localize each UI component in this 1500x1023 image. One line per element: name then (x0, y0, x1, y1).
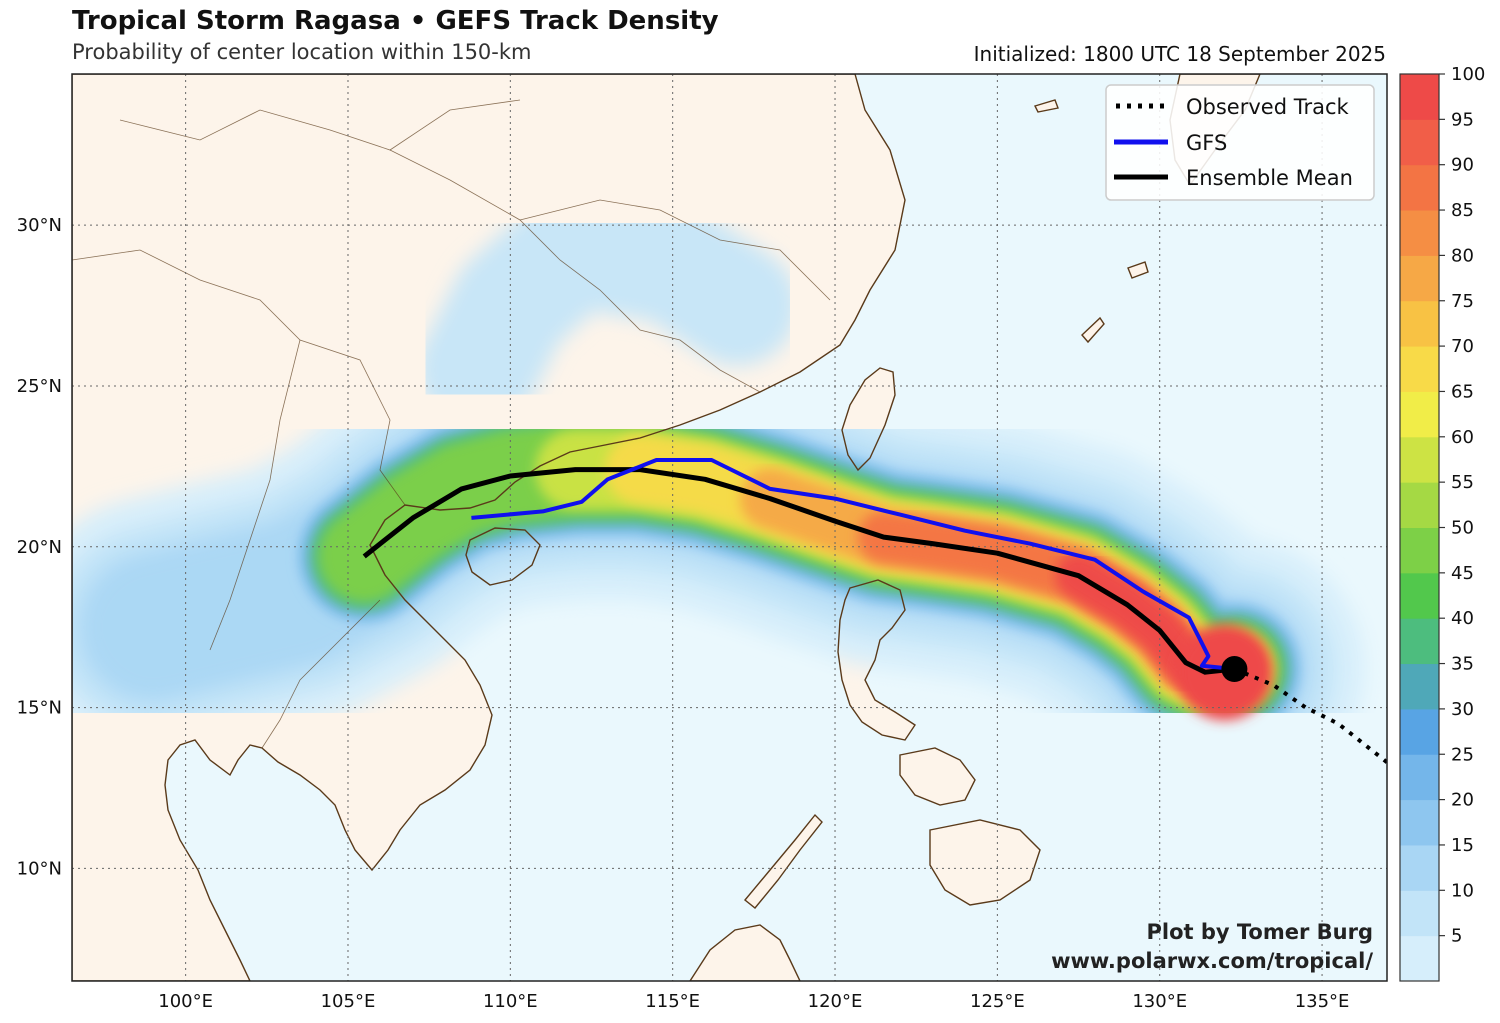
colorbar-tick-label: 20 (1451, 790, 1474, 811)
colorbar-tick-label: 95 (1451, 109, 1474, 130)
colorbar-segment (1400, 799, 1439, 846)
colorbar-tick-label: 50 (1451, 518, 1474, 539)
coastline-outline (689, 924, 801, 981)
initialized-time: Initialized: 1800 UTC 18 September 2025 (973, 42, 1386, 66)
colorbar-tick-label: 65 (1451, 381, 1474, 402)
lon-tick-label: 120°E (808, 991, 863, 1012)
colorbar-segment (1400, 255, 1439, 302)
colorbar-tick-label: 75 (1451, 291, 1474, 312)
colorbar-tick-label: 10 (1451, 880, 1474, 901)
colorbar-segment (1400, 210, 1439, 256)
colorbar-tick-label: 100 (1451, 64, 1485, 85)
colorbar: 5 10 15 20 25 30 35 40 45 50 55 60 65 70 75 80 85 90 95 100 (1399, 64, 1485, 982)
land-visayas (900, 748, 975, 805)
colorbar-segment (1400, 754, 1439, 801)
chart-title: Tropical Storm Ragasa • GEFS Track Densi… (72, 6, 719, 36)
colorbar-tick-label: 30 (1451, 699, 1474, 720)
colorbar-tick-label: 25 (1451, 744, 1474, 765)
colorbar-tick-label: 60 (1451, 427, 1474, 448)
colorbar-segment (1400, 346, 1439, 392)
legend-label-gfs: GFS (1186, 131, 1227, 155)
land-borneo (690, 925, 800, 981)
colorbar-tick-label: 45 (1451, 563, 1474, 584)
lon-tick-label: 125°E (970, 991, 1025, 1012)
land-ryukyu (1082, 318, 1104, 342)
land-okinawa (1128, 262, 1148, 278)
colorbar-segment (1400, 572, 1439, 619)
gridlines (72, 74, 1387, 981)
colorbar-segment (1400, 890, 1439, 937)
land-palawan (745, 815, 822, 908)
lon-tick-label: 105°E (321, 991, 376, 1012)
colorbar-segment (1400, 119, 1439, 166)
legend-label-ensemble-mean: Ensemble Mean (1186, 166, 1353, 190)
border-line (119, 99, 521, 151)
coastline-outline (1034, 99, 1059, 113)
credit-line-2: www.polarwx.com/tropical/ (1051, 949, 1373, 973)
colorbar-segment (1400, 844, 1439, 891)
lon-tick-label: 115°E (645, 991, 700, 1012)
colorbar-segment (1400, 164, 1439, 211)
coastline-outline (744, 813, 823, 909)
colorbar-segment (1400, 663, 1439, 710)
gfs-track (471, 458, 1235, 671)
lat-tick-label: 25°N (17, 376, 62, 397)
border-line (389, 149, 761, 393)
colorbar-tick-label: 5 (1451, 926, 1462, 947)
ensemble-mean-track (362, 467, 1235, 675)
lat-tick-label: 20°N (17, 537, 62, 558)
colorbar-tick-label: 70 (1451, 336, 1474, 357)
coastline-outline (1081, 316, 1105, 344)
colorbar-segment (1400, 300, 1439, 347)
lon-tick-label: 100°E (158, 991, 213, 1012)
coastline-outline (1127, 261, 1149, 279)
legend-label-observed: Observed Track (1186, 95, 1349, 119)
colorbar-tick-label: 85 (1451, 200, 1474, 221)
map-frame (71, 73, 1388, 982)
coastline-outline (837, 579, 916, 741)
coastline-outline (465, 527, 541, 586)
coastline-outline (929, 819, 1041, 906)
colorbar-tick-label: 35 (1451, 654, 1474, 675)
colorbar-tick-label: 55 (1451, 472, 1474, 493)
colorbar-tick-label: 40 (1451, 608, 1474, 629)
lon-tick-label: 130°E (1132, 991, 1187, 1012)
colorbar-segment (1400, 618, 1439, 665)
lat-tick-label: 10°N (17, 858, 62, 879)
colorbar-segment (1400, 74, 1439, 120)
legend-box (1105, 84, 1375, 201)
lon-tick-label: 110°E (483, 991, 538, 1012)
border-line (261, 599, 381, 749)
latitude-ticks: 10°N 15°N 20°N 25°N 30°N (17, 215, 62, 879)
colorbar-tick-label: 80 (1451, 245, 1474, 266)
legend: Observed Track GFS Ensemble Mean (1105, 84, 1375, 201)
colorbar-tick-label: 90 (1451, 155, 1474, 176)
border-line (209, 339, 301, 651)
colorbar-segment (1400, 436, 1439, 483)
longitude-ticks: 100°E 105°E 110°E 115°E 120°E 125°E 130°E 135°E (158, 991, 1349, 1012)
colorbar-segment (1400, 482, 1439, 528)
credit-line-1: Plot by Tomer Burg (1147, 920, 1374, 944)
lat-tick-label: 30°N (17, 215, 62, 236)
colorbar-segment (1400, 935, 1439, 982)
colorbar-segment (1400, 708, 1439, 755)
colorbar-segment (1400, 527, 1439, 574)
land-mindanao (930, 820, 1040, 905)
colorbar-segment (1400, 391, 1439, 438)
current-position-marker (1221, 656, 1248, 683)
coastline-outline (841, 367, 896, 472)
lon-tick-label: 135°E (1295, 991, 1350, 1012)
chart-subtitle: Probability of center location within 15… (72, 40, 532, 64)
tracks (362, 458, 1387, 764)
coastline-outline (72, 74, 906, 981)
lat-tick-label: 15°N (17, 698, 62, 719)
coastline-outline (899, 747, 976, 806)
colorbar-tick-label: 15 (1451, 835, 1474, 856)
density-band-north (417, 187, 798, 430)
